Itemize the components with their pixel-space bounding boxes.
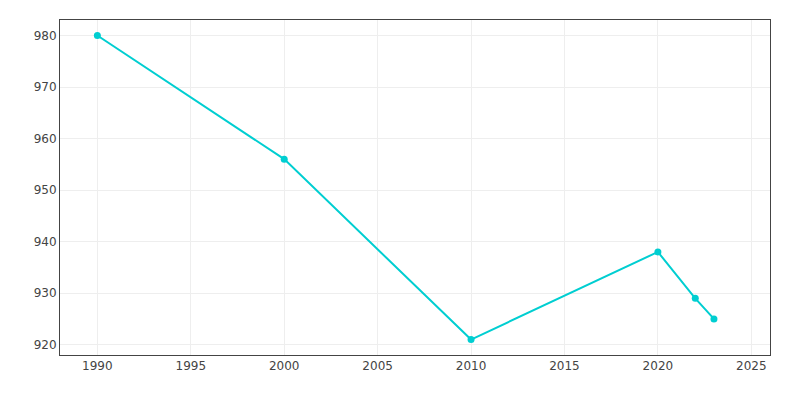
svg-text:930: 930: [34, 286, 57, 300]
svg-text:2000: 2000: [269, 359, 300, 373]
svg-text:920: 920: [34, 338, 57, 352]
svg-text:940: 940: [34, 235, 57, 249]
svg-text:950: 950: [34, 183, 57, 197]
svg-text:2010: 2010: [456, 359, 487, 373]
svg-text:1995: 1995: [176, 359, 207, 373]
svg-text:960: 960: [34, 132, 57, 146]
svg-text:2025: 2025: [736, 359, 767, 373]
svg-text:970: 970: [34, 80, 57, 94]
svg-text:2020: 2020: [643, 359, 674, 373]
svg-text:2015: 2015: [549, 359, 580, 373]
svg-text:1990: 1990: [82, 359, 113, 373]
svg-text:2005: 2005: [362, 359, 393, 373]
svg-text:980: 980: [34, 29, 57, 43]
